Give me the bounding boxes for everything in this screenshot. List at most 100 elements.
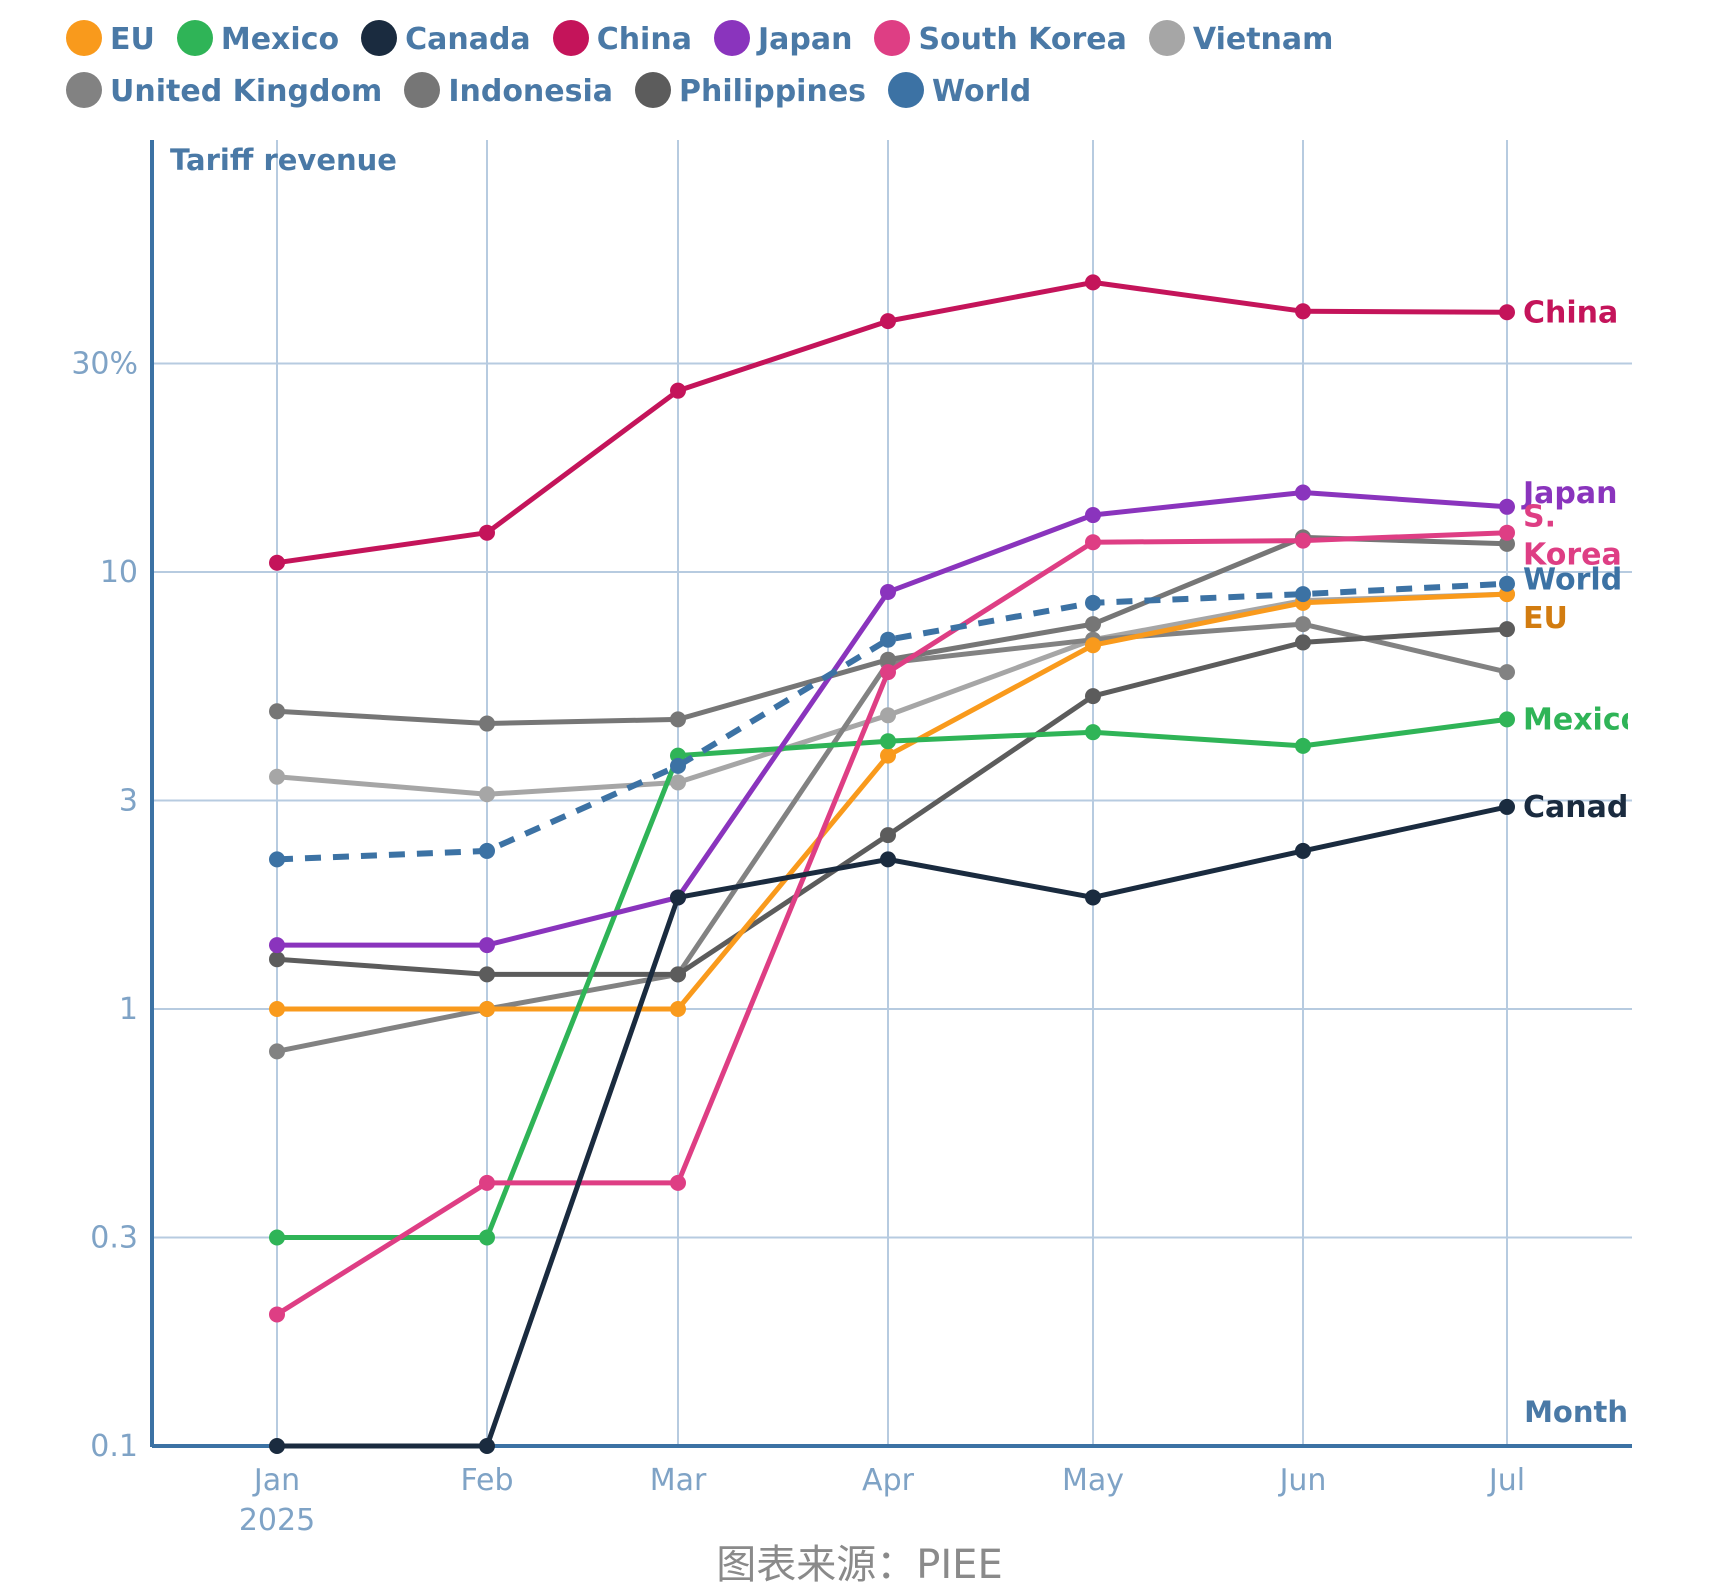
legend-swatch — [404, 71, 441, 108]
point-japan — [1295, 484, 1311, 501]
point-china — [880, 313, 896, 330]
point-eu — [670, 1001, 686, 1017]
point-eu — [880, 747, 896, 764]
end-label-canada: Canada — [1523, 790, 1649, 825]
series-canada — [269, 798, 1515, 1454]
point-south-korea — [880, 664, 896, 681]
series-vietnam — [269, 586, 1515, 803]
point-canada — [880, 851, 896, 868]
point-canada — [269, 1438, 285, 1454]
point-canada — [670, 889, 686, 906]
point-indonesia — [479, 715, 495, 732]
point-south-korea — [479, 1174, 495, 1191]
gridlines — [152, 140, 1632, 1446]
point-world — [269, 851, 285, 868]
series-world — [269, 575, 1515, 868]
legend-label: Canada — [405, 22, 531, 57]
legend-label: Vietnam — [1192, 22, 1334, 57]
x-tick-label: May — [1062, 1463, 1124, 1498]
point-eu — [269, 1001, 285, 1017]
point-mexico — [269, 1229, 285, 1246]
point-south-korea — [1499, 524, 1515, 541]
y-tick-label: 10 — [100, 555, 138, 590]
point-japan — [269, 937, 285, 954]
point-china — [1085, 274, 1101, 291]
legend-swatch — [888, 71, 925, 108]
point-canada — [479, 1438, 495, 1454]
point-japan — [479, 937, 495, 954]
legend-label: Indonesia — [448, 74, 614, 109]
legend-swatch — [552, 19, 589, 56]
point-indonesia — [880, 651, 896, 668]
end-label-south-korea: Korea — [1523, 538, 1622, 573]
x-tick-label: Mar — [650, 1463, 707, 1498]
point-world — [1295, 586, 1311, 603]
end-label-eu: EU — [1523, 601, 1568, 636]
legend-label: Mexico — [220, 22, 340, 57]
x-tick-label: Jan — [252, 1463, 300, 1498]
point-japan — [1499, 498, 1515, 515]
chart-source: 图表来源：PIEE — [716, 1542, 1003, 1588]
point-world — [1085, 594, 1101, 611]
point-philippines — [1085, 688, 1101, 705]
point-south-korea — [1085, 534, 1101, 551]
point-indonesia — [670, 711, 686, 728]
point-philippines — [1499, 621, 1515, 638]
point-japan — [880, 583, 896, 600]
point-china — [1295, 303, 1311, 320]
y-tick-label: 1 — [119, 992, 138, 1027]
y-tick-label: 0.3 — [90, 1220, 138, 1255]
point-indonesia — [1085, 616, 1101, 633]
point-philippines — [269, 951, 285, 968]
x-tick-label: Apr — [862, 1463, 915, 1498]
x-axis-title: Month — [1524, 1395, 1628, 1429]
point-mexico — [479, 1229, 495, 1246]
legend-label: Philippines — [679, 74, 867, 109]
legend-swatch — [361, 19, 398, 56]
point-world — [670, 757, 686, 774]
legend-item-japan: Japan — [713, 14, 853, 66]
legend-item-philippines: Philippines — [635, 66, 866, 118]
end-label-south-korea: S. — [1523, 500, 1556, 535]
legend-item-united-kingdom: United Kingdom — [66, 66, 382, 118]
series-line-canada — [277, 804, 1508, 1449]
point-united-kingdom — [1295, 616, 1311, 633]
y-tick-label: 3 — [119, 783, 138, 818]
end-label-mexico: Mexico — [1523, 702, 1641, 737]
legend-item-mexico: Mexico — [176, 14, 340, 66]
legend-swatch — [1148, 19, 1185, 56]
point-eu — [1085, 637, 1101, 654]
point-canada — [1085, 889, 1101, 906]
point-south-korea — [1295, 532, 1311, 549]
legend-swatch — [635, 71, 672, 108]
end-label-world: World — [1523, 563, 1622, 598]
point-china — [670, 382, 686, 399]
series-line-mexico — [277, 716, 1508, 1240]
point-world — [1499, 575, 1515, 592]
legend-label: World — [932, 74, 1032, 109]
point-united-kingdom — [269, 1043, 285, 1060]
point-philippines — [1295, 634, 1311, 651]
legend-item-south-korea: South Korea — [874, 14, 1127, 66]
point-eu — [479, 1001, 495, 1017]
point-china — [479, 524, 495, 541]
point-indonesia — [1499, 535, 1515, 552]
point-vietnam — [479, 786, 495, 803]
point-mexico — [1499, 711, 1515, 728]
legend: EU Mexico Canada China Japan South Korea Vietn… — [66, 14, 1566, 118]
legend-item-indonesia: Indonesia — [404, 66, 613, 118]
series-china — [269, 274, 1515, 571]
point-canada — [1499, 798, 1515, 815]
point-mexico — [1085, 724, 1101, 741]
point-united-kingdom — [1499, 664, 1515, 681]
legend-label: Japan — [757, 22, 853, 57]
legend-swatch — [66, 71, 102, 108]
legend-swatch — [176, 19, 213, 56]
point-mexico — [880, 733, 896, 750]
legend-item-vietnam: Vietnam — [1148, 14, 1334, 66]
x-tick-label: Jun — [1278, 1463, 1327, 1498]
legend-item-china: China — [552, 14, 692, 66]
axes: 0.1 0.3 1 3 10 30% Jan Feb Mar Apr May Jun Jul 2025 Ta… — [71, 140, 1632, 1538]
